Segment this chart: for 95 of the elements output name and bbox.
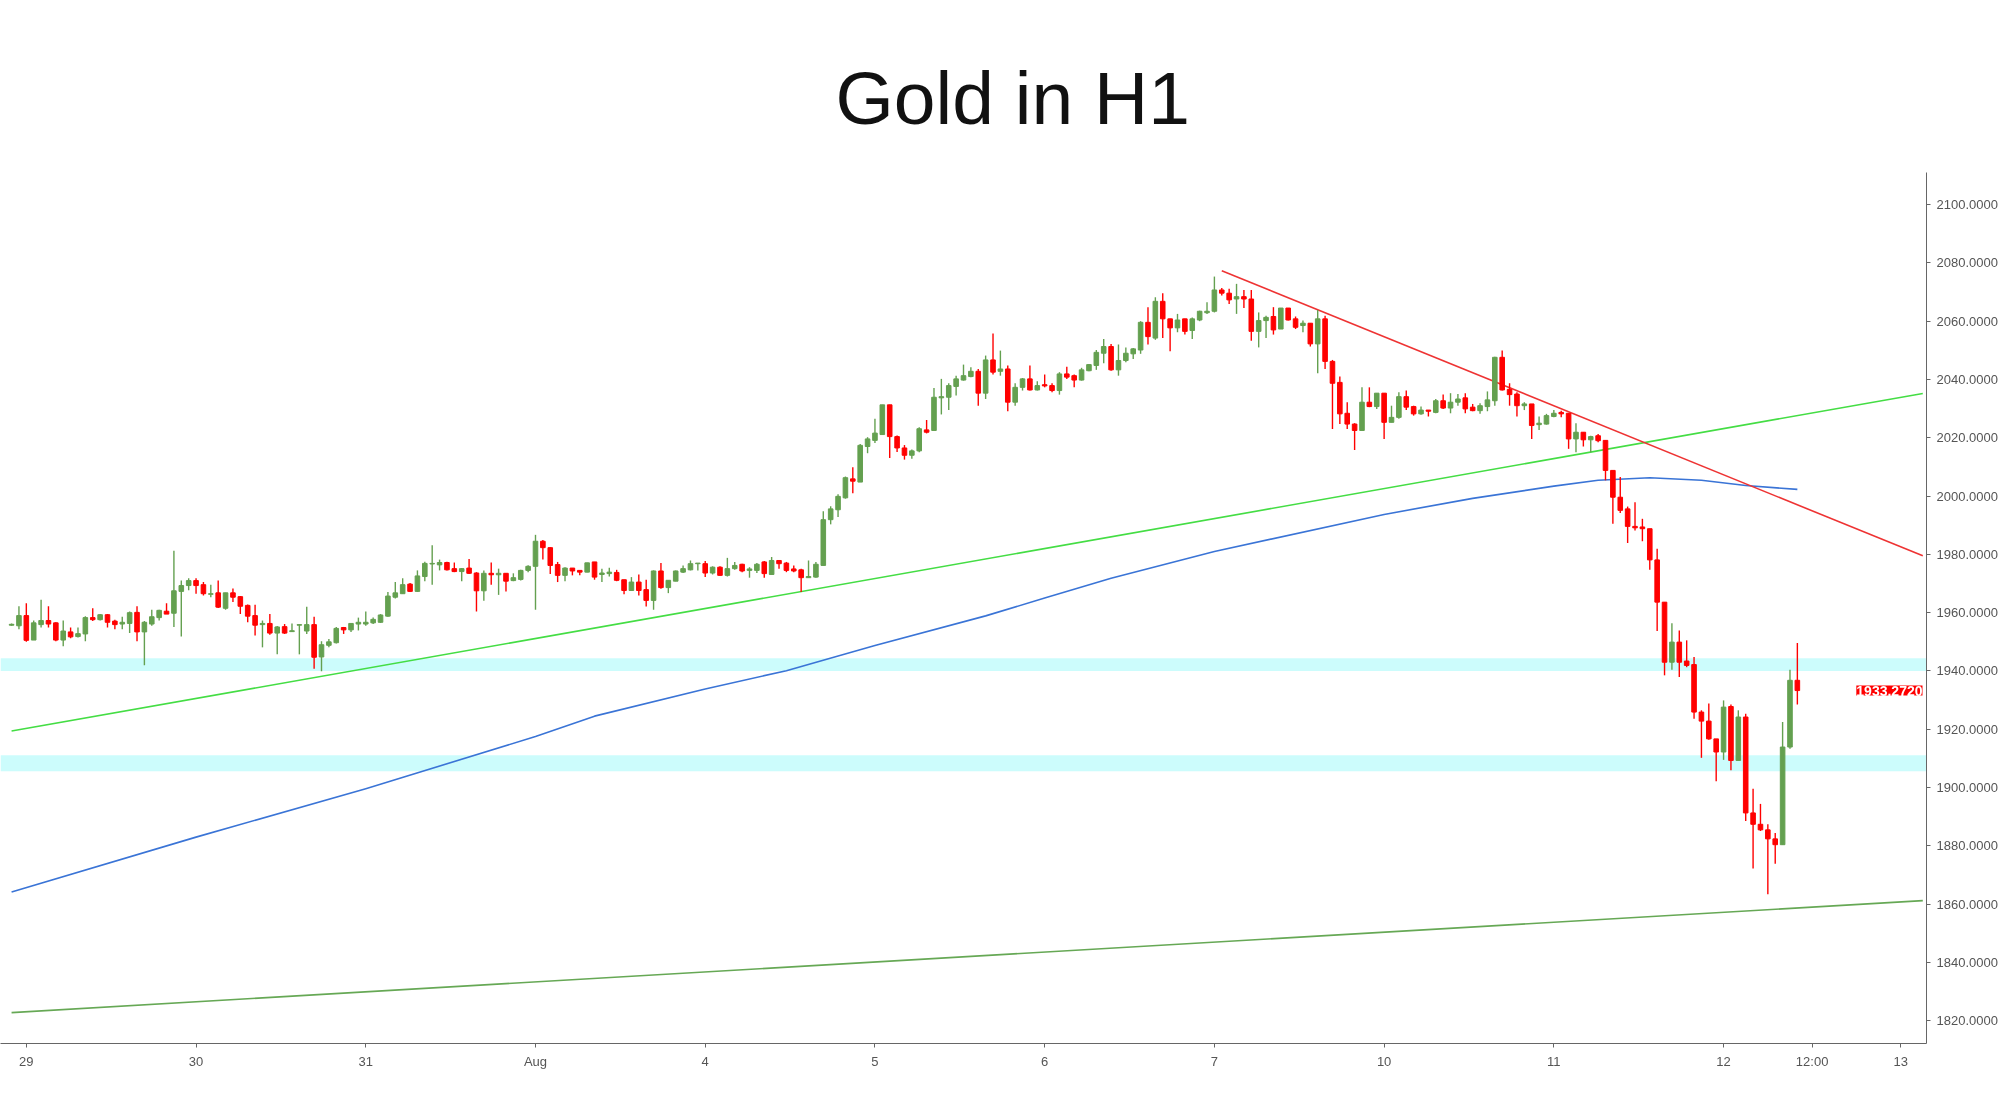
candlestick [473, 571, 480, 613]
y-tick-label: 1840.0000 [1936, 954, 1998, 970]
y-tick-label: 1940.0000 [1936, 663, 1998, 679]
candlestick [1351, 422, 1358, 451]
x-tick-label: 29 [19, 1053, 34, 1069]
candlestick [1233, 283, 1240, 315]
candlestick [318, 640, 325, 672]
candlestick [1100, 338, 1107, 364]
y-tick-label: 1820.0000 [1936, 1013, 1998, 1029]
candlestick [1174, 313, 1181, 333]
y-tick-label: 1980.0000 [1936, 546, 1998, 562]
candlestick [414, 569, 421, 593]
candlestick [1145, 306, 1151, 346]
candlestick [724, 557, 731, 578]
candlestick [658, 562, 664, 590]
x-tick-label: 13 [1893, 1053, 1908, 1069]
y-tick-label: 1960.0000 [1936, 605, 1998, 621]
y-tick-label: 1860.0000 [1936, 896, 1998, 912]
candlestick [1447, 392, 1454, 414]
y-tick-label: 2060.0000 [1936, 313, 1998, 329]
candlestick [45, 605, 52, 629]
candlestick [916, 426, 923, 454]
y-tick-label: 2040.0000 [1936, 371, 1998, 387]
candlestick [1573, 422, 1579, 454]
y-tick-label: 2100.0000 [1936, 197, 1998, 213]
candlestick [1536, 415, 1542, 431]
candlestick [850, 466, 856, 494]
candlestick [1270, 306, 1277, 336]
candlestick [1307, 322, 1314, 348]
y-tick-label: 2020.0000 [1936, 430, 1998, 446]
candlestick [303, 606, 310, 635]
candlestick [695, 562, 701, 572]
candlestick [495, 567, 502, 596]
candlestick [1403, 389, 1410, 411]
candlestick [1159, 292, 1166, 339]
candlestick [1624, 505, 1631, 544]
candlestick [289, 622, 295, 633]
candlestick [1278, 307, 1284, 330]
candlestick [481, 569, 487, 602]
candlestick [1300, 319, 1306, 333]
candlestick [1027, 364, 1033, 392]
chart-title: Gold in H1 [835, 55, 1190, 140]
candlestick [1241, 289, 1247, 309]
candlestick [1396, 391, 1402, 420]
candlestick [1329, 359, 1336, 430]
candlestick [554, 561, 561, 583]
candlestick [503, 572, 509, 593]
candlestick [990, 332, 996, 376]
candlestick [1012, 382, 1018, 407]
candlestick [1750, 788, 1756, 870]
y-tick-label: 1920.0000 [1936, 721, 1998, 737]
x-tick-label: 30 [188, 1053, 204, 1069]
x-tick-label: 12:00 [1795, 1053, 1829, 1069]
candlestick [1056, 371, 1063, 396]
candlestick [975, 368, 982, 407]
candlestick [208, 583, 214, 598]
x-tick-label: 6 [1041, 1053, 1049, 1069]
candlestick [1167, 318, 1173, 352]
candlestick [1676, 629, 1683, 678]
candlestick [1794, 642, 1801, 706]
annotation: 1933.2720 [1856, 682, 1923, 699]
x-tick-label: 31 [358, 1053, 374, 1069]
y-tick-label: 2080.0000 [1936, 255, 1998, 271]
candlestick [1765, 823, 1771, 895]
candlestick [1669, 622, 1675, 671]
candlestick [1772, 832, 1779, 865]
line-series [10, 476, 1799, 893]
x-tick-label: Aug [523, 1053, 548, 1069]
candlestick [1211, 275, 1218, 314]
candlestick [141, 620, 148, 666]
x-tick-label: 11 [1547, 1053, 1561, 1069]
y-tick-label: 1900.0000 [1936, 780, 1998, 796]
candlestick [997, 349, 1004, 377]
candlestick [126, 610, 133, 634]
x-tick-label: 5 [871, 1053, 879, 1069]
candlestick [1189, 316, 1196, 340]
x-tick-label: 12 [1716, 1053, 1731, 1069]
candlestick [215, 579, 221, 609]
y-tick-label: 1880.0000 [1936, 838, 1998, 854]
candlestick [488, 561, 495, 586]
x-tick-label: 4 [701, 1053, 709, 1069]
x-tick-label: 7 [1210, 1053, 1219, 1069]
candlestick [267, 613, 273, 636]
x-tick-label: 10 [1376, 1053, 1392, 1069]
y-tick-label: 2000.0000 [1936, 488, 1998, 504]
candlestick [274, 625, 281, 656]
candlestick [1462, 392, 1469, 414]
candlestick [296, 623, 303, 656]
candlestick [134, 605, 140, 642]
candlestick [259, 619, 266, 649]
candlestick [60, 619, 67, 647]
candlestick [1108, 343, 1114, 372]
candlestick [1713, 738, 1719, 782]
candlestick [1528, 403, 1535, 440]
candlestick [1706, 702, 1712, 741]
